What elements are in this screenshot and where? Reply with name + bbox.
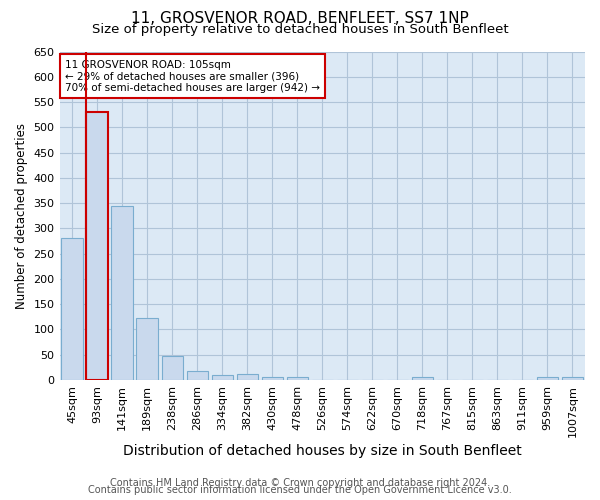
Bar <box>212 375 233 380</box>
Bar <box>412 378 433 380</box>
Text: Contains HM Land Registry data © Crown copyright and database right 2024.: Contains HM Land Registry data © Crown c… <box>110 478 490 488</box>
Bar <box>562 378 583 380</box>
Bar <box>537 378 558 380</box>
Text: 11, GROSVENOR ROAD, BENFLEET, SS7 1NP: 11, GROSVENOR ROAD, BENFLEET, SS7 1NP <box>131 11 469 26</box>
Bar <box>236 374 258 380</box>
Bar <box>86 112 108 380</box>
Bar <box>161 356 183 380</box>
Bar <box>112 206 133 380</box>
Bar <box>262 377 283 380</box>
Text: Size of property relative to detached houses in South Benfleet: Size of property relative to detached ho… <box>92 22 508 36</box>
Text: Contains public sector information licensed under the Open Government Licence v3: Contains public sector information licen… <box>88 485 512 495</box>
X-axis label: Distribution of detached houses by size in South Benfleet: Distribution of detached houses by size … <box>123 444 521 458</box>
Y-axis label: Number of detached properties: Number of detached properties <box>15 122 28 308</box>
Text: 11 GROSVENOR ROAD: 105sqm
← 29% of detached houses are smaller (396)
70% of semi: 11 GROSVENOR ROAD: 105sqm ← 29% of detac… <box>65 60 320 93</box>
Bar <box>136 318 158 380</box>
Bar <box>287 378 308 380</box>
Bar <box>61 238 83 380</box>
Bar <box>187 370 208 380</box>
